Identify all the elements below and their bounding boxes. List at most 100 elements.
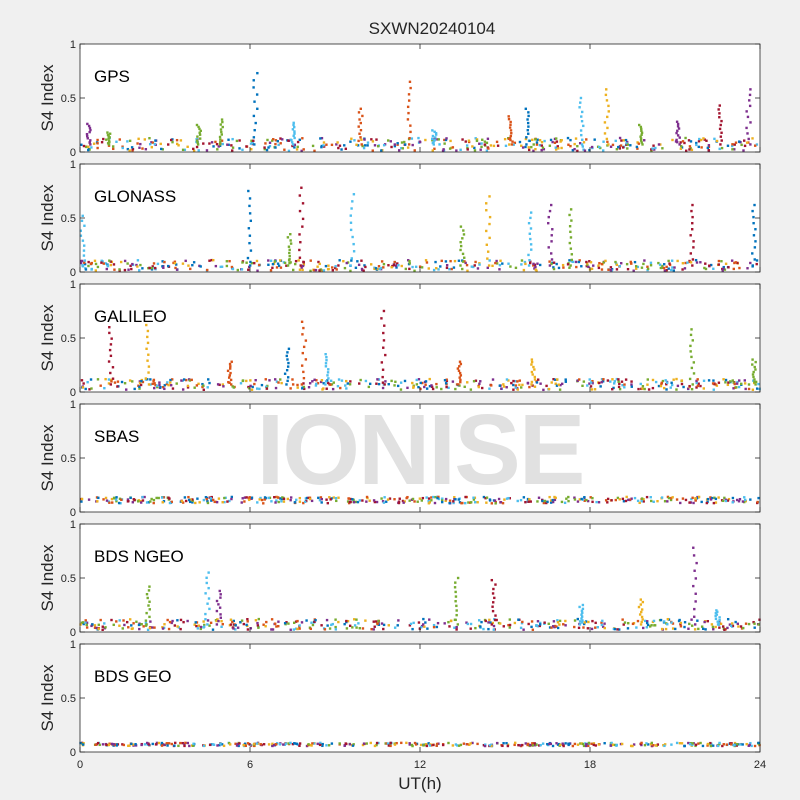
data-point (455, 628, 458, 631)
data-point (335, 499, 338, 503)
peak-point (361, 114, 364, 118)
data-point (217, 145, 220, 148)
data-point (275, 625, 278, 628)
data-point (362, 742, 366, 745)
peak-point (382, 339, 386, 342)
data-point (92, 142, 96, 145)
data-point (224, 496, 227, 500)
data-point (405, 741, 408, 745)
data-point (358, 627, 361, 630)
data-point (232, 619, 235, 623)
data-point (329, 383, 332, 386)
data-point (101, 743, 105, 746)
data-point (298, 138, 301, 141)
data-point (98, 743, 101, 747)
peak-point (638, 613, 642, 616)
data-point (373, 744, 377, 748)
data-point (265, 148, 269, 152)
data-point (151, 382, 154, 386)
data-point (419, 381, 422, 385)
data-point (182, 378, 186, 381)
data-point (435, 744, 438, 747)
data-point (170, 621, 173, 625)
data-point (730, 259, 734, 262)
peak-point (463, 256, 466, 259)
data-point (704, 628, 707, 631)
data-point (757, 382, 760, 386)
data-point (731, 501, 734, 504)
data-point (413, 269, 416, 272)
y-axis-label: S4 Index (38, 544, 57, 612)
y-tick-label: 1 (70, 279, 76, 291)
data-point (358, 382, 361, 385)
peak-point (747, 137, 750, 141)
data-point (264, 385, 268, 389)
peak-point (286, 264, 290, 267)
data-point (94, 262, 98, 266)
data-point (271, 742, 274, 746)
data-point (274, 743, 278, 746)
data-point (194, 501, 197, 505)
data-point (90, 267, 93, 271)
peak-point (409, 124, 412, 127)
data-point (80, 497, 84, 501)
data-point (528, 498, 531, 501)
data-point (399, 381, 403, 384)
data-point (665, 388, 668, 391)
data-point (715, 139, 719, 143)
data-point (444, 382, 448, 385)
data-point (491, 621, 495, 625)
data-point (313, 378, 316, 381)
data-point (591, 379, 594, 383)
data-point (488, 259, 491, 262)
data-point (586, 499, 590, 503)
data-point (103, 622, 106, 625)
data-point (282, 743, 285, 746)
data-point (105, 267, 109, 271)
data-point (345, 619, 348, 623)
data-point (743, 379, 746, 382)
data-point (592, 264, 595, 267)
data-point (296, 619, 299, 623)
peak-point (432, 140, 435, 143)
data-point (598, 261, 601, 265)
data-point (198, 501, 201, 504)
peak-point (302, 326, 305, 330)
data-point (301, 137, 304, 140)
data-point (469, 622, 473, 626)
data-point (313, 268, 316, 272)
data-point (555, 140, 559, 143)
data-point (679, 141, 682, 144)
data-point (444, 499, 447, 503)
data-point (387, 264, 390, 267)
data-point (478, 142, 481, 145)
data-point (726, 144, 730, 147)
data-point (681, 268, 684, 271)
data-point (167, 742, 171, 745)
data-point (396, 142, 399, 145)
data-point (449, 619, 453, 622)
data-point (576, 144, 579, 148)
data-point (483, 143, 487, 146)
data-point (626, 267, 630, 271)
data-point (386, 498, 390, 501)
data-point (505, 741, 508, 745)
data-point (227, 741, 231, 745)
data-point (80, 379, 84, 382)
peak-point (459, 244, 463, 248)
data-point (285, 621, 288, 624)
data-point (325, 744, 328, 747)
peak-point (407, 99, 411, 102)
data-point (507, 379, 510, 382)
data-point (150, 146, 154, 149)
data-point (718, 147, 721, 151)
data-point (754, 380, 758, 384)
peak-point (458, 376, 461, 379)
data-point (473, 149, 477, 152)
plot-area (80, 164, 760, 272)
data-point (599, 385, 602, 388)
peak-point (148, 608, 151, 611)
data-point (382, 266, 385, 269)
